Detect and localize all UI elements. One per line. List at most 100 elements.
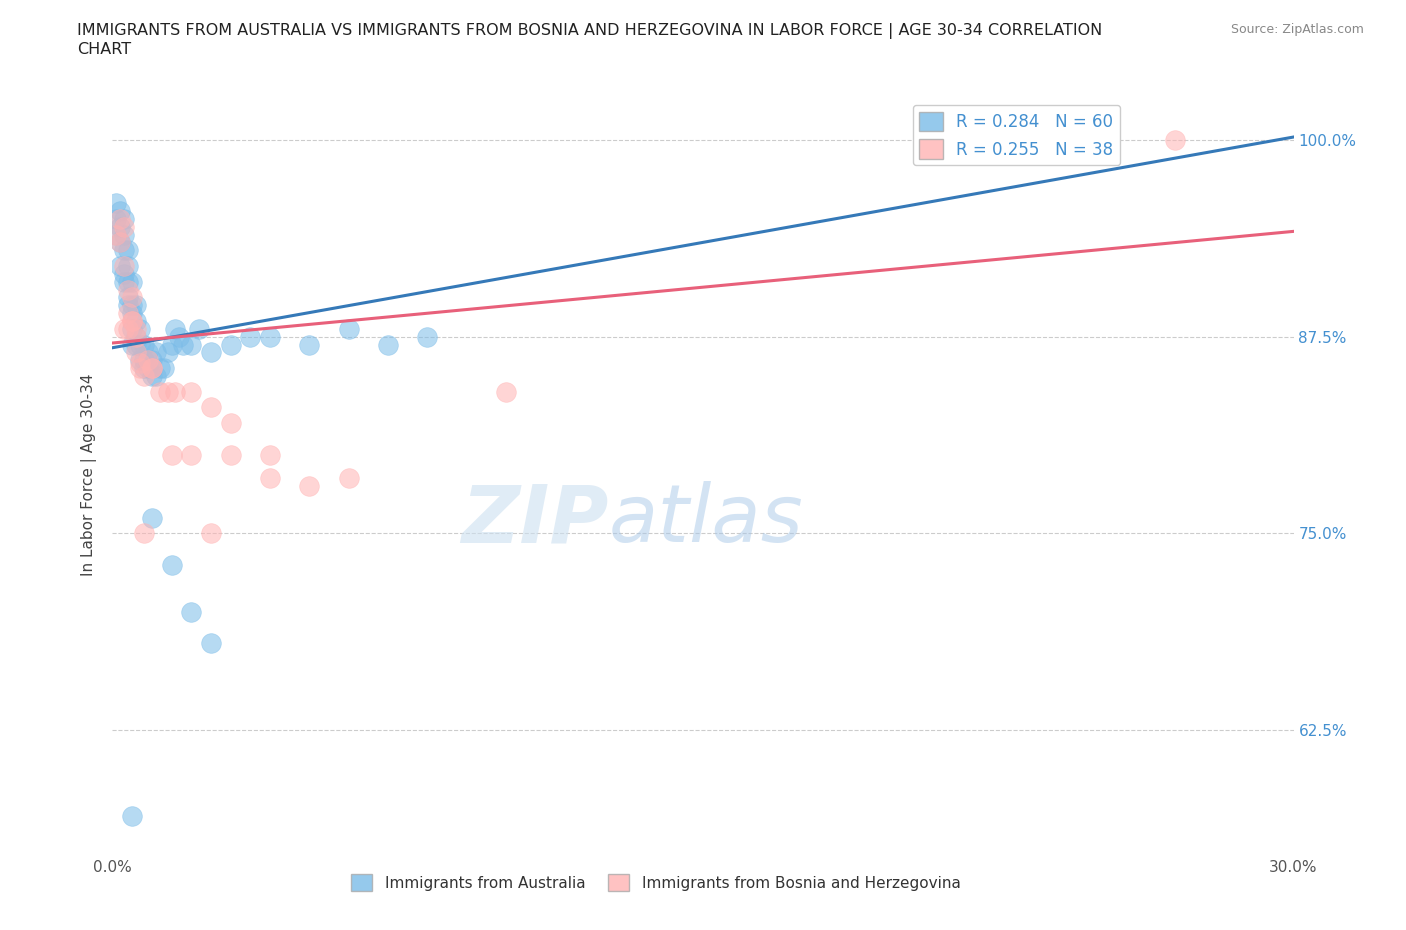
Point [125, 298, 148, 312]
Point [117, 282, 139, 297]
Point [105, 195, 128, 210]
Point [121, 322, 143, 337]
Point [117, 259, 139, 273]
Point [141, 352, 163, 367]
Point [200, 525, 222, 540]
Point [125, 338, 148, 352]
Point [219, 338, 242, 352]
Point [149, 361, 172, 376]
Point [110, 211, 132, 226]
Point [136, 345, 159, 360]
Point [298, 479, 321, 494]
Point [149, 384, 172, 399]
Point [160, 338, 183, 352]
Point [132, 338, 155, 352]
Point [125, 322, 148, 337]
Point [121, 298, 143, 312]
Point [132, 361, 155, 376]
Point [110, 204, 132, 219]
Point [117, 274, 139, 289]
Point [129, 361, 152, 376]
Point [129, 352, 152, 367]
Point [160, 447, 183, 462]
Point [110, 219, 132, 234]
Point [219, 447, 242, 462]
Point [105, 227, 128, 242]
Point [180, 604, 202, 619]
Point [239, 329, 262, 344]
Point [156, 345, 179, 360]
Point [132, 352, 155, 367]
Point [416, 329, 439, 344]
Point [121, 313, 143, 328]
Point [298, 338, 321, 352]
Point [180, 447, 202, 462]
Point [112, 259, 135, 273]
Point [112, 227, 135, 242]
Point [112, 211, 135, 226]
Point [180, 384, 202, 399]
Point [169, 329, 191, 344]
Point [337, 322, 360, 337]
Point [125, 345, 148, 360]
Point [172, 338, 194, 352]
Point [121, 809, 143, 824]
Point [112, 322, 135, 337]
Point [112, 219, 135, 234]
Point [200, 636, 222, 651]
Text: IMMIGRANTS FROM AUSTRALIA VS IMMIGRANTS FROM BOSNIA AND HERZEGOVINA IN LABOR FOR: IMMIGRANTS FROM AUSTRALIA VS IMMIGRANTS … [77, 23, 1102, 39]
Point [165, 322, 187, 337]
Point [377, 338, 399, 352]
Y-axis label: In Labor Force | Age 30-34: In Labor Force | Age 30-34 [80, 373, 97, 576]
Point [145, 345, 167, 360]
Point [121, 290, 143, 305]
Point [259, 447, 281, 462]
Point [200, 345, 222, 360]
Point [121, 306, 143, 321]
Point [136, 352, 159, 367]
Point [1164, 133, 1187, 148]
Point [110, 235, 132, 250]
Point [337, 471, 360, 485]
Text: CHART: CHART [77, 42, 131, 57]
Point [117, 243, 139, 258]
Point [160, 557, 183, 572]
Point [129, 322, 152, 337]
Point [152, 361, 174, 376]
Point [136, 361, 159, 376]
Point [125, 329, 148, 344]
Point [112, 274, 135, 289]
Legend: Immigrants from Australia, Immigrants from Bosnia and Herzegovina: Immigrants from Australia, Immigrants fr… [344, 868, 967, 897]
Point [129, 338, 152, 352]
Point [110, 259, 132, 273]
Point [141, 510, 163, 525]
Point [180, 338, 202, 352]
Point [259, 329, 281, 344]
Text: Source: ZipAtlas.com: Source: ZipAtlas.com [1230, 23, 1364, 36]
Point [117, 306, 139, 321]
Text: ZIP: ZIP [461, 481, 609, 559]
Point [117, 322, 139, 337]
Point [125, 329, 148, 344]
Point [495, 384, 517, 399]
Point [200, 400, 222, 415]
Point [117, 290, 139, 305]
Point [129, 356, 152, 371]
Point [141, 368, 163, 383]
Point [125, 313, 148, 328]
Point [117, 298, 139, 312]
Point [219, 416, 242, 431]
Point [105, 211, 128, 226]
Point [121, 274, 143, 289]
Point [121, 313, 143, 328]
Point [259, 471, 281, 485]
Point [112, 243, 135, 258]
Text: atlas: atlas [609, 481, 803, 559]
Point [121, 338, 143, 352]
Point [105, 227, 128, 242]
Point [145, 368, 167, 383]
Point [141, 361, 163, 376]
Point [110, 235, 132, 250]
Point [132, 525, 155, 540]
Point [112, 266, 135, 281]
